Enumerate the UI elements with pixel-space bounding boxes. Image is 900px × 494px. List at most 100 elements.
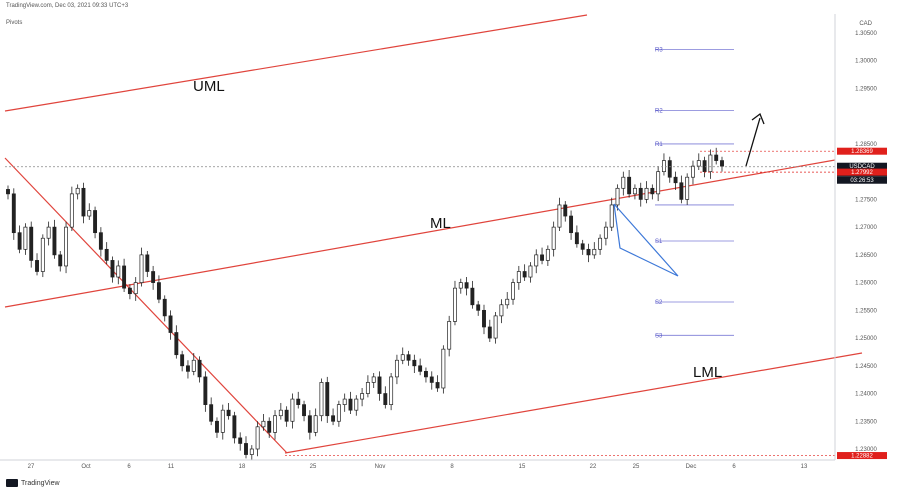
candle-body [650,187,655,195]
candle-body [348,398,353,411]
candle [453,280,457,326]
candle-body [342,398,347,405]
candle [278,402,283,420]
candle [650,184,655,200]
y-tick-label: 1.23000 [855,447,877,453]
candle [615,184,620,211]
candle-body [691,165,695,178]
candle [412,354,417,374]
candle [313,408,318,437]
candle [586,243,591,263]
candle-body [232,415,237,439]
candle [470,280,475,309]
candle-body [116,265,121,278]
candle [336,400,341,427]
x-tick-label: 25 [310,464,317,470]
candle [389,373,394,411]
candle-body [424,370,428,378]
channel-label-ml: ML [430,215,451,232]
candle-body [545,248,550,261]
pivot-label: R3 [655,48,663,54]
candle [511,278,515,305]
breakout-arrow-shaft [745,117,761,167]
candle-body [540,254,544,261]
candle [424,367,428,383]
candle-body [122,265,127,289]
candle [58,250,63,272]
candle-body [302,404,306,417]
candle-body [197,359,202,378]
candle-body [186,365,190,372]
candle-body [580,243,585,250]
candle-body [127,287,132,295]
candle [284,406,289,427]
pivot-label: S1 [655,239,663,245]
candle-body [110,260,115,278]
candle [354,395,359,416]
price-badge-bg [837,452,887,460]
candle-body [325,382,330,417]
candle-body [162,298,167,317]
candle [598,234,603,255]
chart-header: TradingView.com, Dec 03, 2021 09:33 UTC+… [6,3,129,9]
candle [383,386,388,409]
candle [708,149,713,179]
candle [174,325,179,359]
candle-body [679,182,684,200]
y-tick-label: 1.27000 [855,225,877,231]
candle [662,153,666,176]
candle [139,247,144,287]
candle-body [29,226,34,261]
candle [592,242,597,259]
candle [52,219,57,259]
candle-body [656,171,661,195]
footer-brand[interactable]: TradingView [6,479,60,487]
candle-body [412,359,417,367]
candle [156,275,161,304]
candle [104,242,109,265]
axis-layer: CAD 1.30500 1.30000 1.29500 1.28500 1.27500 1.… [0,14,878,470]
triangle-pattern [613,203,679,277]
x-tick-label: 13 [801,464,808,470]
candle [516,265,521,290]
candle-body [133,282,138,295]
candle [476,300,481,316]
candle [186,360,190,379]
candle-body [598,237,603,250]
y-tick-label: 1.24500 [855,364,877,370]
channel-line-ml [4,159,836,308]
candle-body [638,187,643,200]
candle [394,354,399,385]
candle [11,188,16,240]
candle-body [331,415,336,422]
candle [638,182,643,207]
candle [557,197,562,232]
candle-body [522,271,527,278]
candle-body [93,210,98,234]
y-tick-label: 1.24000 [855,392,877,398]
candle-body [511,282,515,300]
candle [232,411,237,444]
candle-body [377,376,382,394]
candle-body [307,415,312,433]
candle-body [220,409,225,433]
candle-body [603,226,608,239]
candle-body [429,376,434,383]
candle [667,156,672,183]
candle-body [487,326,492,339]
candle [261,414,266,431]
candle [255,421,260,457]
x-tick-label: 6 [127,464,131,470]
candle [6,185,10,200]
candle [609,197,614,232]
candle-body [632,187,637,195]
channel-label-lml: LML [693,364,722,381]
price-badge-text: USDCAD [849,164,875,170]
candle-body [215,420,219,433]
candle [458,278,463,294]
x-tick-label: 22 [590,464,597,470]
candle-body [574,232,579,245]
candle [290,393,295,429]
candle-body [621,176,626,189]
